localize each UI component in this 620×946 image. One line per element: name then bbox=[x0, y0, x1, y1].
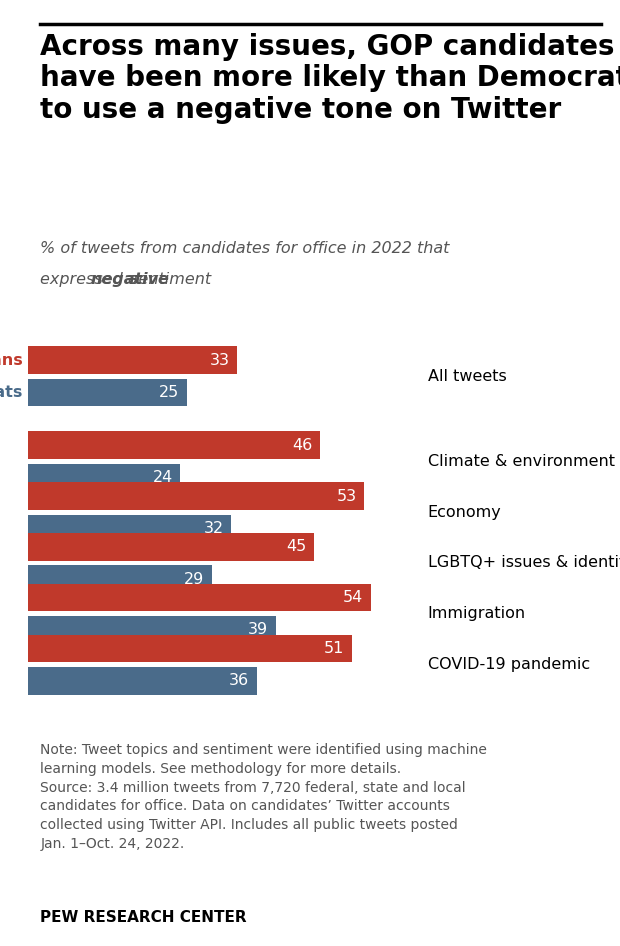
Text: 25: 25 bbox=[159, 385, 179, 400]
Text: Democrats: Democrats bbox=[0, 385, 23, 400]
Text: negative: negative bbox=[91, 272, 170, 287]
Text: 33: 33 bbox=[210, 353, 230, 368]
Bar bbox=[28, 635, 352, 662]
Bar bbox=[28, 464, 180, 491]
Text: Economy: Economy bbox=[428, 504, 502, 519]
Text: 45: 45 bbox=[286, 539, 306, 554]
Bar bbox=[28, 584, 371, 611]
Text: 51: 51 bbox=[324, 641, 344, 657]
Text: 29: 29 bbox=[184, 571, 205, 587]
Text: 54: 54 bbox=[343, 590, 363, 605]
Text: 36: 36 bbox=[229, 674, 249, 689]
Text: COVID-19 pandemic: COVID-19 pandemic bbox=[428, 657, 590, 673]
Text: PEW RESEARCH CENTER: PEW RESEARCH CENTER bbox=[40, 910, 247, 925]
Bar bbox=[28, 431, 320, 459]
Text: sentiment: sentiment bbox=[125, 272, 211, 287]
Bar bbox=[28, 667, 257, 694]
Text: Note: Tweet topics and sentiment were identified using machine
learning models. : Note: Tweet topics and sentiment were id… bbox=[40, 743, 487, 851]
Text: Across many issues, GOP candidates
have been more likely than Democrats
to use a: Across many issues, GOP candidates have … bbox=[40, 33, 620, 124]
Text: 46: 46 bbox=[292, 438, 312, 453]
Text: Immigration: Immigration bbox=[428, 606, 526, 622]
Bar bbox=[28, 566, 212, 593]
Bar bbox=[28, 534, 314, 561]
Text: 53: 53 bbox=[337, 488, 357, 503]
Text: LGBTQ+ issues & identity: LGBTQ+ issues & identity bbox=[428, 555, 620, 570]
Text: 39: 39 bbox=[248, 622, 268, 638]
Text: Climate & environment: Climate & environment bbox=[428, 454, 615, 469]
Bar bbox=[28, 515, 231, 542]
Bar bbox=[28, 346, 237, 374]
Text: % of tweets from candidates for office in 2022 that: % of tweets from candidates for office i… bbox=[40, 241, 449, 256]
Text: 24: 24 bbox=[153, 470, 173, 485]
Text: 32: 32 bbox=[203, 521, 223, 535]
Text: Republicans: Republicans bbox=[0, 353, 23, 368]
Bar bbox=[28, 378, 187, 406]
Text: expressed a: expressed a bbox=[40, 272, 143, 287]
Text: All tweets: All tweets bbox=[428, 369, 507, 384]
Bar bbox=[28, 482, 365, 510]
Bar bbox=[28, 616, 275, 643]
